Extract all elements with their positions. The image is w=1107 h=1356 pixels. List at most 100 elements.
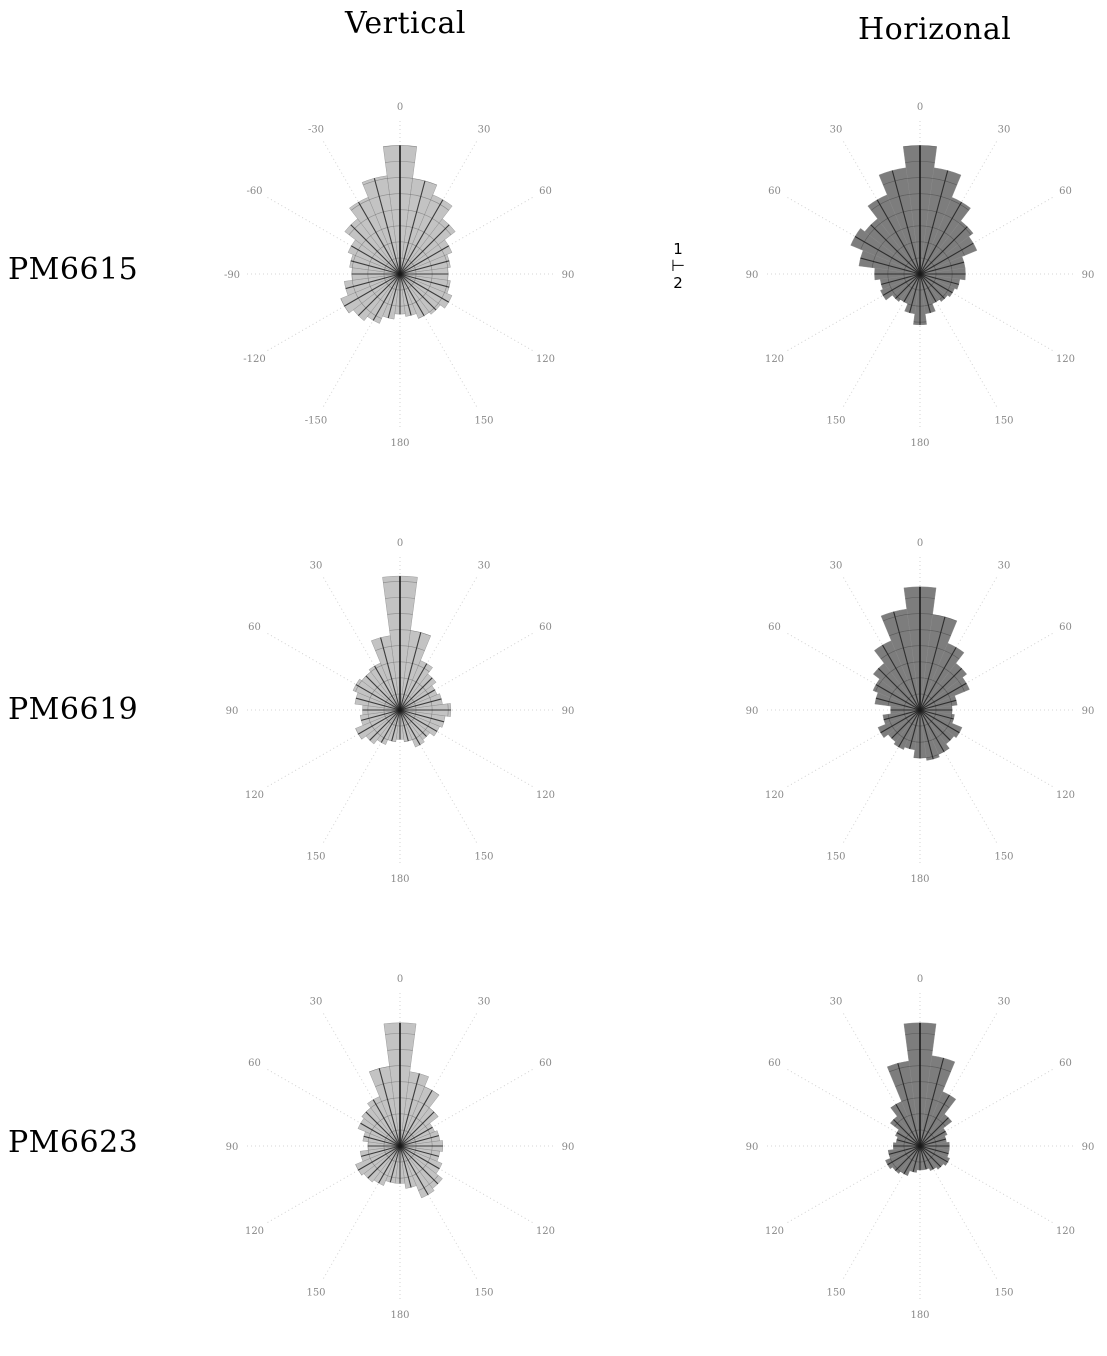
angle-tick-label: 90 — [562, 270, 575, 281]
rose-petal — [880, 608, 921, 711]
petal-spoke — [361, 709, 401, 721]
angle-tick-label: 90 — [746, 706, 759, 717]
petal-spoke — [399, 1126, 433, 1147]
angle-tick-label: 150 — [474, 1287, 493, 1298]
row-label-pm6623: PM6623 — [8, 1125, 139, 1160]
angle-tick-label: 120 — [1056, 790, 1075, 801]
scale-label-bottom: 2 — [673, 274, 683, 292]
petal-spoke — [351, 245, 401, 275]
petal-spoke — [919, 647, 957, 711]
petal-spoke — [875, 697, 921, 711]
petal-spoke — [373, 178, 401, 275]
angle-tick-label: 90 — [746, 270, 759, 281]
petal-spoke — [350, 224, 401, 275]
scale-tick-icon: ⊢ — [671, 256, 685, 275]
petal-spoke — [896, 1139, 921, 1147]
petal-spoke — [399, 709, 421, 746]
angle-tick-label: 30 — [478, 997, 491, 1008]
angle-tick-label: 60 — [768, 1058, 781, 1069]
angle-tick-label: 60 — [768, 186, 781, 197]
petal-spoke — [912, 1145, 921, 1173]
rose-petal — [919, 197, 971, 275]
angle-tick-label: 30 — [310, 997, 323, 1008]
radial-ring — [271, 1017, 529, 1275]
angle-tick-label: 180 — [910, 874, 929, 885]
rose-petal — [344, 273, 401, 296]
angle-tick-label: 30 — [998, 997, 1011, 1008]
angle-tick-label: 60 — [539, 1058, 552, 1069]
angle-tick-label: 150 — [826, 851, 845, 862]
polar-chart-pm6619-vertical: 0 30 60 90 120 150 180 150 120 90 60 30 — [226, 538, 575, 885]
angle-tick-label: 150 — [994, 415, 1013, 426]
petal-spoke — [893, 611, 921, 711]
angle-tick-label: 150 — [994, 1287, 1013, 1298]
petal-spoke — [919, 273, 931, 313]
petal-spoke — [909, 273, 921, 313]
angle-tick-label: 150 — [306, 1287, 325, 1298]
petal-spoke — [919, 1145, 949, 1163]
angle-tick-label: 120 — [245, 790, 264, 801]
angle-tick-label: 60 — [248, 1058, 261, 1069]
petal-spoke — [870, 224, 921, 275]
angle-tick-label: 60 — [1059, 622, 1072, 633]
petal-spoke — [919, 1057, 945, 1147]
petal-spoke — [919, 667, 963, 711]
petal-spoke — [389, 1145, 401, 1183]
petal-spoke — [897, 1063, 921, 1147]
angle-tick-label: -30 — [308, 125, 324, 136]
petal-spoke — [919, 709, 951, 741]
petal-spoke — [399, 260, 450, 275]
petal-spoke — [399, 1145, 412, 1188]
rose-petal — [352, 678, 401, 711]
petal-spoke — [919, 682, 967, 711]
petal-spoke — [399, 709, 409, 742]
petal-spoke — [860, 257, 921, 275]
petal-spoke — [399, 632, 422, 711]
angle-tick-label: 180 — [390, 1310, 409, 1321]
petal-spoke — [882, 644, 921, 711]
angle-tick-label: 30 — [998, 561, 1011, 572]
polar-chart-pm6615-vertical: 0 30 60 90 120 150 180 -150 -120 -90 -60 -30 — [224, 102, 575, 449]
petal-spoke — [919, 709, 954, 720]
rose-petal — [919, 236, 978, 275]
angle-tick-label: 180 — [390, 438, 409, 449]
petal-spoke — [399, 180, 426, 275]
rose-petal — [886, 1060, 921, 1147]
column-title-horizonal: Horizonal — [858, 12, 1012, 47]
petal-spoke — [363, 1135, 401, 1147]
rose-petal — [399, 709, 446, 728]
angle-tick-label: 180 — [910, 438, 929, 449]
petal-spoke — [876, 199, 921, 275]
angle-tick-label: 120 — [765, 1226, 784, 1237]
petal-spoke — [919, 1145, 949, 1155]
petal-spoke — [399, 273, 449, 303]
petal-spoke — [877, 667, 921, 711]
row-label-pm6615: PM6615 — [8, 252, 139, 287]
petal-spoke — [399, 709, 438, 732]
angle-tick-label: 0 — [917, 102, 923, 113]
polar-chart-pm6615-horizonal: 0 30 60 90 120 150 180 150 120 90 60 30 — [746, 102, 1095, 449]
petal-spoke — [882, 273, 921, 296]
petal-spoke — [919, 226, 968, 275]
petal-spoke — [903, 273, 921, 303]
petal-spoke — [367, 1145, 401, 1179]
petal-spoke — [919, 709, 960, 734]
petal-spoke — [891, 170, 921, 275]
angle-tick-label: 120 — [536, 354, 555, 365]
row-label-pm6619: PM6619 — [8, 692, 139, 727]
petal-spoke — [919, 261, 965, 275]
petal-spoke — [919, 616, 946, 711]
petal-spoke — [357, 273, 401, 317]
petal-spoke — [365, 675, 401, 711]
petal-spoke — [399, 689, 436, 711]
scale-marker: 1 ⊢ 2 — [668, 240, 688, 292]
petal-spoke — [893, 1119, 921, 1147]
angle-tick-label: -90 — [224, 270, 240, 281]
angle-tick-label: 60 — [768, 622, 781, 633]
angle-tick-label: 90 — [226, 1142, 239, 1153]
petal-spoke — [399, 709, 427, 737]
angle-tick-label: 30 — [478, 561, 491, 572]
rose-petal — [399, 709, 425, 748]
polar-chart-pm6623-horizonal: 0 30 60 90 120 150 180 150 120 90 60 30 — [746, 974, 1095, 1321]
petal-spoke — [919, 1145, 927, 1170]
